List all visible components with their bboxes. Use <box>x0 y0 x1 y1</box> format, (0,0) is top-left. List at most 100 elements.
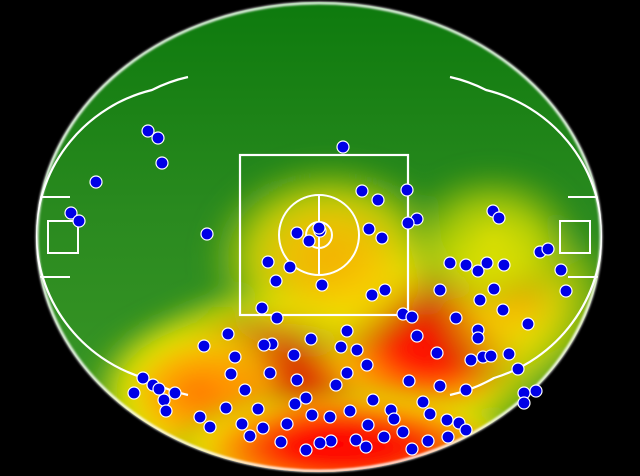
event-marker[interactable] <box>387 412 401 426</box>
event-marker[interactable] <box>375 231 389 245</box>
event-marker[interactable] <box>324 434 338 448</box>
event-marker[interactable] <box>496 303 510 317</box>
event-marker[interactable] <box>155 156 169 170</box>
event-marker[interactable] <box>157 393 171 407</box>
event-marker[interactable] <box>443 256 457 270</box>
event-marker[interactable] <box>203 420 217 434</box>
event-marker[interactable] <box>288 397 302 411</box>
event-marker[interactable] <box>257 338 271 352</box>
event-marker[interactable] <box>511 362 525 376</box>
event-marker[interactable] <box>312 221 326 235</box>
event-marker[interactable] <box>378 283 392 297</box>
event-marker[interactable] <box>334 340 348 354</box>
event-marker[interactable] <box>366 393 380 407</box>
event-marker[interactable] <box>433 379 447 393</box>
event-marker[interactable] <box>430 346 444 360</box>
event-marker[interactable] <box>359 440 373 454</box>
event-marker[interactable] <box>340 366 354 380</box>
event-marker[interactable] <box>290 373 304 387</box>
event-marker[interactable] <box>305 408 319 422</box>
event-marker[interactable] <box>349 433 363 447</box>
event-marker[interactable] <box>72 214 86 228</box>
event-marker[interactable] <box>336 140 350 154</box>
event-marker[interactable] <box>269 274 283 288</box>
event-marker[interactable] <box>459 423 473 437</box>
event-marker[interactable] <box>283 260 297 274</box>
event-marker[interactable] <box>261 255 275 269</box>
event-marker[interactable] <box>221 327 235 341</box>
event-marker[interactable] <box>299 391 313 405</box>
event-marker[interactable] <box>529 384 543 398</box>
event-marker[interactable] <box>89 175 103 189</box>
event-marker[interactable] <box>219 401 233 415</box>
event-marker[interactable] <box>421 434 435 448</box>
event-marker[interactable] <box>355 184 369 198</box>
event-marker[interactable] <box>127 386 141 400</box>
event-marker[interactable] <box>243 429 257 443</box>
event-marker[interactable] <box>405 310 419 324</box>
event-marker[interactable] <box>263 366 277 380</box>
event-marker[interactable] <box>361 418 375 432</box>
event-marker[interactable] <box>323 410 337 424</box>
event-marker[interactable] <box>152 382 166 396</box>
event-marker[interactable] <box>449 311 463 325</box>
event-marker[interactable] <box>228 350 242 364</box>
event-marker[interactable] <box>313 436 327 450</box>
event-marker[interactable] <box>64 206 78 220</box>
event-marker[interactable] <box>193 410 207 424</box>
event-marker[interactable] <box>541 242 555 256</box>
event-marker[interactable] <box>517 396 531 410</box>
event-marker[interactable] <box>360 358 374 372</box>
event-marker[interactable] <box>377 430 391 444</box>
event-marker[interactable] <box>235 417 249 431</box>
event-marker[interactable] <box>559 284 573 298</box>
event-marker[interactable] <box>290 226 304 240</box>
event-marker[interactable] <box>329 378 343 392</box>
event-marker[interactable] <box>410 329 424 343</box>
event-marker[interactable] <box>423 407 437 421</box>
event-marker[interactable] <box>502 347 516 361</box>
event-marker[interactable] <box>441 430 455 444</box>
event-marker[interactable] <box>141 124 155 138</box>
event-marker[interactable] <box>136 371 150 385</box>
event-marker[interactable] <box>487 282 501 296</box>
event-marker[interactable] <box>416 395 430 409</box>
event-marker[interactable] <box>400 183 414 197</box>
event-marker[interactable] <box>340 324 354 338</box>
event-marker[interactable] <box>299 443 313 457</box>
event-marker[interactable] <box>200 227 214 241</box>
event-marker[interactable] <box>492 211 506 225</box>
event-marker[interactable] <box>521 317 535 331</box>
event-marker[interactable] <box>350 343 364 357</box>
event-marker[interactable] <box>343 404 357 418</box>
event-marker[interactable] <box>256 421 270 435</box>
event-marker[interactable] <box>304 332 318 346</box>
event-marker[interactable] <box>302 234 316 248</box>
event-marker[interactable] <box>159 404 173 418</box>
event-marker[interactable] <box>402 374 416 388</box>
event-marker[interactable] <box>440 413 454 427</box>
event-marker[interactable] <box>151 131 165 145</box>
event-marker[interactable] <box>401 216 415 230</box>
event-marker[interactable] <box>270 311 284 325</box>
event-marker[interactable] <box>315 278 329 292</box>
event-marker[interactable] <box>224 367 238 381</box>
event-marker[interactable] <box>471 264 485 278</box>
event-marker[interactable] <box>473 293 487 307</box>
event-marker[interactable] <box>255 301 269 315</box>
event-marker[interactable] <box>371 193 385 207</box>
event-marker[interactable] <box>554 263 568 277</box>
event-marker[interactable] <box>251 402 265 416</box>
event-marker[interactable] <box>274 435 288 449</box>
event-marker[interactable] <box>480 256 494 270</box>
event-marker[interactable] <box>362 222 376 236</box>
event-marker[interactable] <box>464 353 478 367</box>
event-marker[interactable] <box>405 442 419 456</box>
event-marker[interactable] <box>168 386 182 400</box>
event-marker[interactable] <box>459 383 473 397</box>
event-marker[interactable] <box>396 425 410 439</box>
event-marker[interactable] <box>433 283 447 297</box>
event-marker[interactable] <box>484 349 498 363</box>
event-marker[interactable] <box>497 258 511 272</box>
event-marker[interactable] <box>471 331 485 345</box>
